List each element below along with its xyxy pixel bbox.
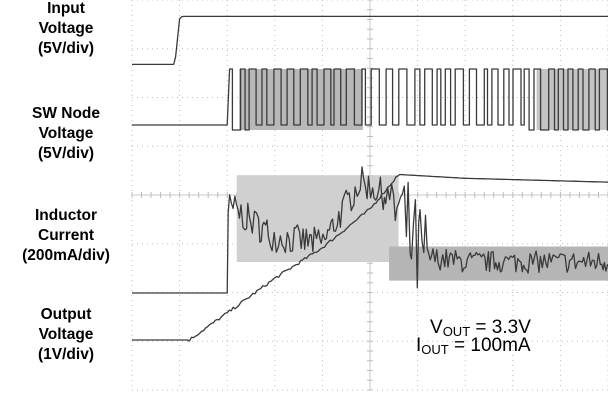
trace-sw-node-voltage — [132, 68, 608, 131]
label-inductor-current: Inductor Current (200mA/div) — [4, 206, 128, 266]
trace-inductor-current — [132, 166, 608, 294]
traces — [132, 15, 608, 342]
iout-subscript: OUT — [421, 342, 449, 357]
vout-annotation: VOUT = 3.3V — [430, 318, 531, 341]
label-line: SW Node — [31, 105, 101, 122]
label-line: (1V/div) — [38, 346, 94, 363]
label-line: (5V/div) — [38, 40, 94, 57]
label-line: Output — [40, 306, 92, 323]
vout-subscript: OUT — [442, 324, 471, 339]
label-line: (5V/div) — [38, 145, 94, 162]
label-line: Voltage — [38, 20, 94, 37]
trace-input-voltage — [132, 15, 608, 66]
label-line: Inductor — [35, 207, 97, 224]
label-output-voltage: Output Voltage (1V/div) — [4, 305, 128, 365]
sw-node-band — [239, 69, 363, 130]
label-line: Voltage — [38, 125, 94, 142]
vout-value: = 3.3V — [470, 317, 531, 338]
label-line: (200mA/div) — [22, 247, 110, 264]
inductor-ripple-band — [236, 175, 399, 262]
label-line: Voltage — [38, 326, 94, 343]
iout-value: = 100mA — [448, 335, 531, 356]
trace-output-voltage — [132, 173, 608, 342]
label-input-voltage: Input Voltage (5V/div) — [4, 0, 128, 59]
iout-symbol: I — [416, 335, 422, 356]
label-line: Current — [38, 227, 94, 244]
label-line: Input — [47, 0, 85, 17]
label-sw-node-voltage: SW Node Voltage (5V/div) — [4, 104, 128, 164]
vout-symbol: V — [430, 317, 443, 338]
iout-annotation: IOUT = 100mA — [416, 336, 531, 359]
